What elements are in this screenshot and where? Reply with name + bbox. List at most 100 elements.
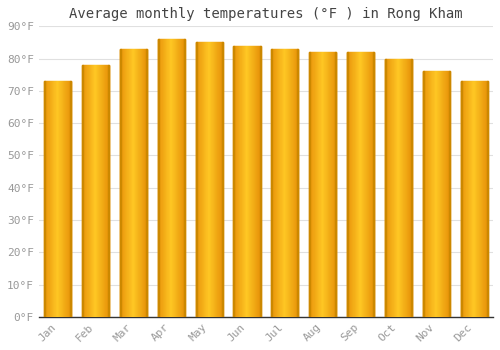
Bar [108, 65, 109, 317]
Bar [59, 81, 60, 317]
Bar [354, 52, 355, 317]
Bar [365, 52, 366, 317]
Bar [402, 58, 403, 317]
Bar [335, 52, 336, 317]
Bar [351, 52, 352, 317]
Bar [319, 52, 320, 317]
Bar [46, 81, 47, 317]
Bar [399, 58, 400, 317]
Bar [107, 65, 108, 317]
Bar [395, 58, 396, 317]
Bar [404, 58, 405, 317]
Bar [140, 49, 141, 317]
Bar [318, 52, 319, 317]
Bar [309, 52, 310, 317]
Bar [248, 46, 249, 317]
Bar [411, 58, 412, 317]
Bar [388, 58, 389, 317]
Bar [162, 39, 163, 317]
Bar [122, 49, 123, 317]
Bar [429, 71, 430, 317]
Bar [396, 58, 397, 317]
Bar [315, 52, 316, 317]
Bar [313, 52, 314, 317]
Bar [256, 46, 257, 317]
Bar [397, 58, 398, 317]
Bar [460, 81, 462, 317]
Bar [204, 42, 205, 317]
Bar [247, 46, 248, 317]
Bar [90, 65, 91, 317]
Bar [251, 46, 252, 317]
Bar [463, 81, 464, 317]
Bar [216, 42, 217, 317]
Bar [128, 49, 129, 317]
Bar [410, 58, 411, 317]
Bar [82, 65, 83, 317]
Bar [240, 46, 241, 317]
Bar [385, 58, 386, 317]
Bar [426, 71, 427, 317]
Bar [310, 52, 312, 317]
Bar [64, 81, 65, 317]
Bar [436, 71, 437, 317]
Bar [146, 49, 147, 317]
Bar [481, 81, 482, 317]
Bar [57, 81, 58, 317]
Bar [91, 65, 92, 317]
Bar [362, 52, 364, 317]
Bar [158, 39, 159, 317]
Bar [44, 81, 45, 317]
Bar [347, 52, 348, 317]
Bar [169, 39, 170, 317]
Bar [461, 81, 462, 317]
Bar [449, 71, 450, 317]
Bar [56, 81, 57, 317]
Bar [105, 65, 106, 317]
Bar [331, 52, 332, 317]
Title: Average monthly temperatures (°F ) in Rong Kham: Average monthly temperatures (°F ) in Ro… [69, 7, 462, 21]
Bar [390, 58, 391, 317]
Bar [487, 81, 488, 317]
Bar [89, 65, 90, 317]
Bar [464, 81, 465, 317]
Bar [278, 49, 279, 317]
Bar [312, 52, 313, 317]
Bar [238, 46, 239, 317]
Bar [85, 65, 86, 317]
Bar [53, 81, 54, 317]
Bar [174, 39, 175, 317]
Bar [144, 49, 145, 317]
Bar [145, 49, 146, 317]
Bar [409, 58, 410, 317]
Bar [48, 81, 49, 317]
Bar [82, 65, 83, 317]
Bar [448, 71, 449, 317]
Bar [275, 49, 276, 317]
Bar [473, 81, 474, 317]
Bar [407, 58, 408, 317]
Bar [444, 71, 445, 317]
Bar [411, 58, 412, 317]
Bar [424, 71, 425, 317]
Bar [179, 39, 180, 317]
Bar [328, 52, 330, 317]
Bar [486, 81, 488, 317]
Bar [357, 52, 358, 317]
Bar [182, 39, 184, 317]
Bar [356, 52, 357, 317]
Bar [485, 81, 486, 317]
Bar [434, 71, 435, 317]
Bar [54, 81, 55, 317]
Bar [184, 39, 185, 317]
Bar [210, 42, 211, 317]
Bar [49, 81, 50, 317]
Bar [197, 42, 198, 317]
Bar [134, 49, 135, 317]
Bar [242, 46, 243, 317]
Bar [163, 39, 164, 317]
Bar [422, 71, 424, 317]
Bar [280, 49, 281, 317]
Bar [439, 71, 440, 317]
Bar [135, 49, 136, 317]
